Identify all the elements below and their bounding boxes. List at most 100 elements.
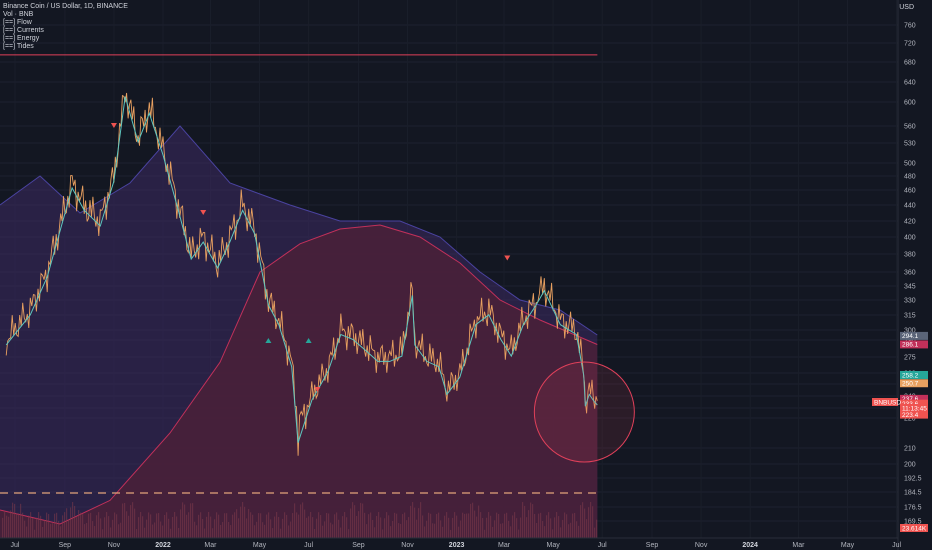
y-tick-label: 192.5 [904,476,922,483]
volume-bar [306,517,308,538]
volume-bar [506,512,508,538]
volume-bar [308,516,310,538]
volume-bar [182,502,184,538]
price-tag [900,404,928,412]
volume-bar [74,505,76,538]
y-tick-label: 275 [904,355,916,362]
price-series [5,92,598,456]
volume-bar [326,512,328,538]
volume-bar [526,517,528,538]
volume-bar [46,512,48,538]
volume-bar [194,521,196,538]
volume-bar [368,514,370,538]
y-tick-label: 345 [904,284,916,291]
volume-bar [340,527,342,538]
volume-bar [356,515,358,538]
volume-bar [292,513,294,538]
volume-bar [328,513,330,538]
volume-bar [410,505,412,538]
volume-bar [434,523,436,538]
volume-bar [544,526,546,538]
y-tick-label: 530 [904,141,916,148]
volume-bar [524,505,526,538]
volume-bar [148,512,150,538]
volume-bar [126,511,128,538]
volume-bar [100,518,102,538]
volume-bar [592,506,594,538]
legend-indicator-tides[interactable]: [==] Tides [3,43,34,50]
volume-bar [474,510,476,538]
volume-bar [18,513,20,538]
volume-bar [172,516,174,538]
volume-bar [502,523,504,538]
volume-bar [186,514,188,538]
volume-bar [490,515,492,538]
volume-bar [446,512,448,538]
volume-bar [384,518,386,538]
legend-indicator-currents[interactable]: [==] Currents [3,27,44,34]
legend-indicator-flow[interactable]: [==] Flow [3,19,32,26]
volume-bar [304,509,306,538]
volume-bar [532,504,534,538]
volume-bar [128,515,130,538]
y-tick-label: 420 [904,219,916,226]
volume-bar [454,512,456,538]
volume-bar [426,520,428,538]
lower-band-line [0,224,598,525]
x-tick-label: Nov [401,542,414,549]
volume-bar [214,519,216,538]
volume-bar [390,526,392,538]
volume-bar [468,513,470,538]
volume-bar [176,516,178,538]
legend-indicator-energy[interactable]: [==] Energy [3,35,40,42]
volume-bar [218,514,220,538]
volume-bar [484,529,486,538]
buy-signal-marker [265,338,272,343]
volume-bar [168,518,170,538]
volume-bar [108,516,110,538]
volume-bar [92,521,94,538]
price-tag [900,410,928,419]
volume-bar [152,524,154,538]
volume-bar [570,522,572,538]
volume-bar [522,502,524,538]
volume-bar [110,527,112,538]
volume-bar [102,529,104,538]
volume-bar [354,505,356,538]
volume-bar [596,519,598,538]
legend-volume[interactable]: Vol · BNB [3,11,34,18]
y-tick-label: 560 [904,124,916,131]
sell-signal-marker [200,210,207,215]
volume-bar [380,517,382,538]
volume-bar [428,512,430,538]
volume-bar [470,503,472,538]
volume-bar [452,517,454,538]
volume-bar [230,525,232,538]
volume-bar [142,516,144,538]
x-tick-label: Mar [792,542,805,549]
volume-bar [572,513,574,538]
y-tick-label: 176.5 [904,505,922,512]
volume-bar [278,516,280,538]
volume-bar [436,513,438,538]
price-tag-label: 258.2 [902,372,919,379]
volume-bar [14,503,16,538]
volume-bar [114,512,116,538]
volume-bar [28,515,30,538]
volume-bars [2,502,598,538]
legend-title[interactable]: Binance Coin / US Dollar, 1D, BINANCE [3,3,128,10]
volume-bar [34,529,36,538]
lower-band-fill [0,225,598,538]
volume-bar [44,520,46,538]
volume-bar [536,522,538,538]
currency-label: USD [899,4,914,11]
volume-bar [166,512,168,538]
volume-bar [298,514,300,538]
volume-bar [318,512,320,538]
volume-bar [440,520,442,538]
volume-bar [20,503,22,538]
volume-bar [86,522,88,538]
volume-bar [88,513,90,538]
